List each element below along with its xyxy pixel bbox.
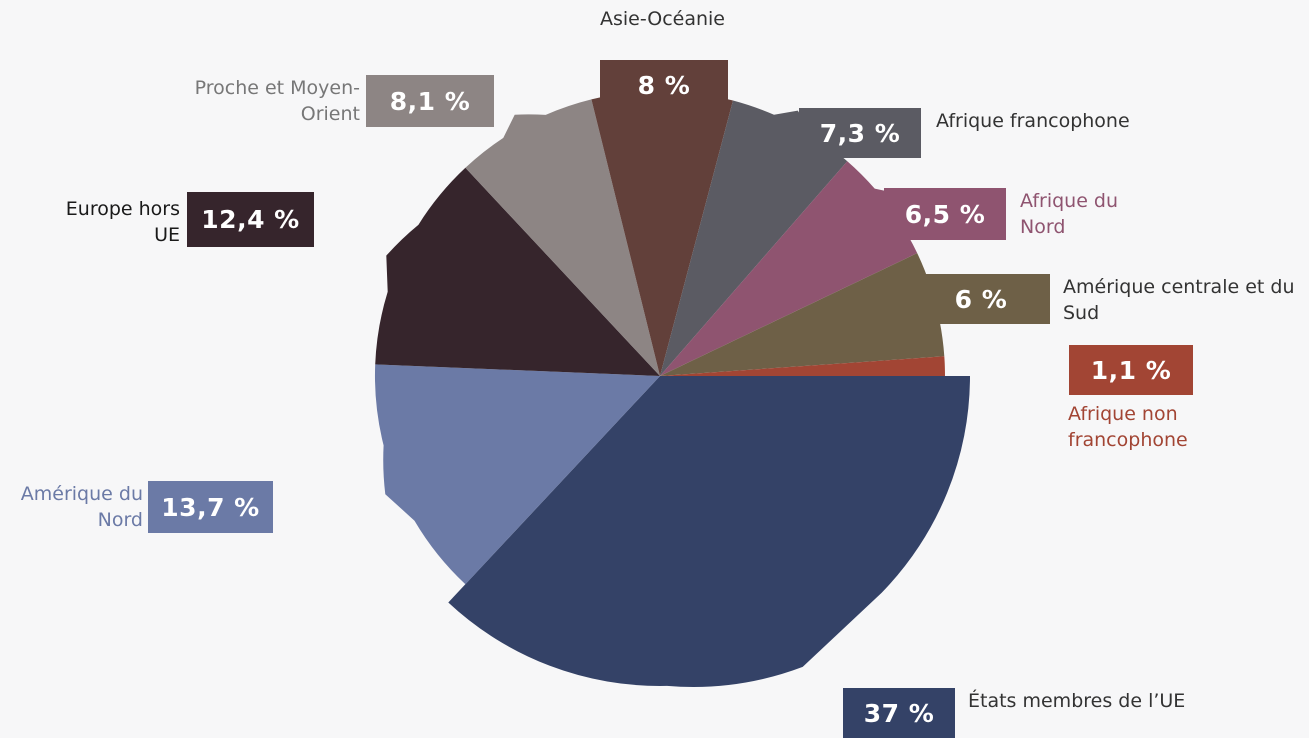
slice-value-label: 1,1 % [1069, 345, 1193, 395]
slice-value-label: 6,5 % [884, 188, 1006, 240]
pie-slice [448, 376, 970, 687]
slice-value-label: 8,1 % [366, 75, 494, 127]
slice-category-label: Europe hors UE [65, 198, 180, 246]
slice-category-label: Afrique francophone [936, 110, 1130, 132]
slice-category-label: Proche et Moyen-Orient [194, 77, 360, 125]
slice-category-label: États membres de l’UE [968, 690, 1186, 712]
slice-value-label: 12,4 % [187, 192, 314, 247]
slice-value-label: 7,3 % [799, 108, 921, 158]
slice-category-label: Amérique du Nord [20, 483, 143, 531]
pie-slice [660, 356, 945, 376]
slice-value-label: 37 % [843, 688, 955, 738]
slice-category-label: Asie-Océanie [600, 8, 725, 30]
pie-slice [465, 99, 660, 377]
pie-slice [374, 364, 660, 585]
pie-slice [375, 167, 660, 376]
slice-category-label: Afrique non francophone [1068, 403, 1188, 451]
pie-slice [660, 100, 848, 376]
slice-value-label: 13,7 % [148, 481, 273, 533]
slice-value-label: 8 % [600, 60, 728, 110]
pie-slice [660, 161, 918, 376]
pie-slice [591, 77, 733, 376]
slice-category-label: Afrique du Nord [1020, 190, 1119, 238]
slice-category-label: Amérique centrale et du Sud [1063, 276, 1295, 324]
slice-value-label: 6 % [912, 274, 1050, 324]
pie-slice [660, 253, 949, 376]
